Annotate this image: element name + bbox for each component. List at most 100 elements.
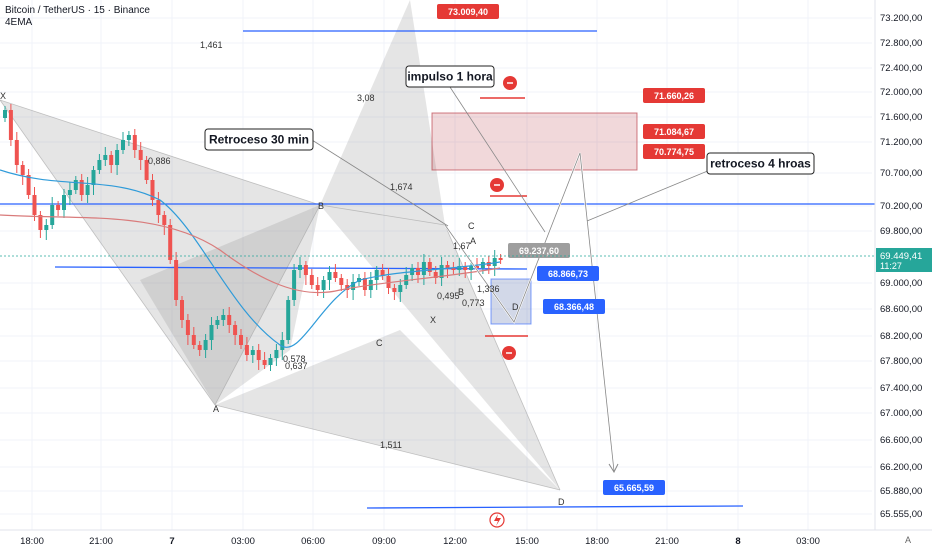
candle-body xyxy=(239,335,243,345)
price-axis-tick: 68.600,00 xyxy=(880,304,922,315)
harmonic-pattern-area xyxy=(215,330,560,490)
price-axis-tick: 65.555,00 xyxy=(880,509,922,520)
pattern-label: 1,461 xyxy=(200,40,223,50)
candle-body xyxy=(132,135,137,150)
candle-body xyxy=(221,315,226,320)
candle-body xyxy=(126,135,131,140)
price-tag-text: 70.774,75 xyxy=(654,147,694,157)
ema-fast-line xyxy=(0,169,501,348)
candle-body xyxy=(244,345,249,355)
price-tag-bg xyxy=(643,124,705,139)
candle-body xyxy=(392,288,397,292)
price-axis-tick: 68.200,00 xyxy=(880,331,922,342)
candle-body xyxy=(463,266,468,270)
candle-body xyxy=(191,335,196,345)
time-axis-bg xyxy=(0,530,932,550)
lightning-icon-glyph xyxy=(494,514,501,526)
candle-body xyxy=(421,262,426,275)
price-tag: 69.237,60 xyxy=(508,243,570,258)
price-tag: 71.660,26 xyxy=(643,88,705,103)
candle-body xyxy=(227,315,232,325)
candle-body xyxy=(162,215,167,225)
time-axis-tick: 8 xyxy=(735,536,740,547)
time-axis-tick: 03:00 xyxy=(796,536,820,547)
time-axis-tick: 7 xyxy=(169,536,174,547)
candle-body xyxy=(97,160,102,170)
candle-body xyxy=(475,266,479,268)
candle-body xyxy=(309,275,314,285)
candle-body xyxy=(256,350,261,360)
candle-body xyxy=(274,350,279,358)
price-tag-bg xyxy=(643,88,705,103)
target-zone xyxy=(431,112,638,171)
support-resistance-line xyxy=(366,505,744,509)
candle-body xyxy=(203,340,208,350)
candle-body xyxy=(268,358,273,365)
callout-text: Retroceso 30 min xyxy=(209,133,309,147)
candle-body xyxy=(138,150,143,160)
callout-retroceso-30: Retroceso 30 min xyxy=(204,128,314,151)
time-axis-tick: 18:00 xyxy=(20,536,44,547)
price-axis-tick: 67.000,00 xyxy=(880,408,922,419)
candle-body xyxy=(280,340,285,350)
time-axis-tick: 03:00 xyxy=(231,536,255,547)
pattern-label: D xyxy=(512,302,519,312)
pattern-label: D xyxy=(558,497,565,507)
candle-body xyxy=(109,155,114,165)
price-tag-text: 68.866,73 xyxy=(548,269,588,279)
candle-body xyxy=(79,180,84,195)
candle-body xyxy=(50,205,55,225)
candle-body xyxy=(14,140,19,165)
candle-body xyxy=(250,350,255,355)
price-tag-bg xyxy=(603,480,665,495)
pattern-label: A xyxy=(213,404,219,414)
candle-body xyxy=(115,150,120,165)
pattern-label: 0,637 xyxy=(285,361,308,371)
callout-connector xyxy=(586,169,711,222)
candle-body xyxy=(262,360,267,365)
harmonic-pattern-area xyxy=(0,100,320,405)
price-tag: 71.084,67 xyxy=(643,124,705,139)
pattern-label: X xyxy=(0,91,6,101)
candle-body xyxy=(56,205,61,210)
time-axis-tick: 21:00 xyxy=(89,536,113,547)
pattern-label: 1,67 xyxy=(453,241,471,251)
candle-body xyxy=(44,225,49,230)
pattern-leg xyxy=(214,204,321,406)
pattern-label: 0,578 xyxy=(283,354,306,364)
callout-box xyxy=(405,65,495,88)
price-axis-tick: 66.600,00 xyxy=(880,435,922,446)
current-price-text: 69.449,41 xyxy=(880,251,922,262)
candle-body xyxy=(150,180,155,200)
callout-connector xyxy=(311,139,449,227)
callout-text: retroceso 4 hroas xyxy=(710,157,811,171)
pattern-label: 1,674 xyxy=(390,182,413,192)
price-axis-tick: 66.200,00 xyxy=(880,462,922,473)
candle-body xyxy=(303,265,308,275)
candle-body xyxy=(233,325,238,335)
candle-body xyxy=(439,265,444,278)
candle-body xyxy=(32,195,37,215)
price-tag-bg xyxy=(537,266,599,281)
candle-body xyxy=(91,170,96,185)
candle-body xyxy=(492,258,497,266)
time-axis-tick: 18:00 xyxy=(585,536,609,547)
time-axis-tick: 06:00 xyxy=(301,536,325,547)
callout-connector xyxy=(447,83,546,233)
price-tag-bg xyxy=(543,299,605,314)
price-tag-bg xyxy=(643,144,705,159)
pattern-label: B xyxy=(318,201,324,211)
candle-body xyxy=(298,265,302,270)
candle-body xyxy=(156,200,161,215)
pattern-label: 0,886 xyxy=(148,156,171,166)
harmonic-pattern-area xyxy=(320,0,445,225)
price-axis-tick: 71.200,00 xyxy=(880,137,922,148)
candle-body xyxy=(380,270,385,276)
price-axis-tick: 72.000,00 xyxy=(880,87,922,98)
candle-body xyxy=(121,140,125,150)
price-tag-text: 69.237,60 xyxy=(519,246,559,256)
auto-scale-icon: A xyxy=(905,535,911,545)
price-axis-tick: 70.700,00 xyxy=(880,168,922,179)
time-axis-tick: 21:00 xyxy=(655,536,679,547)
